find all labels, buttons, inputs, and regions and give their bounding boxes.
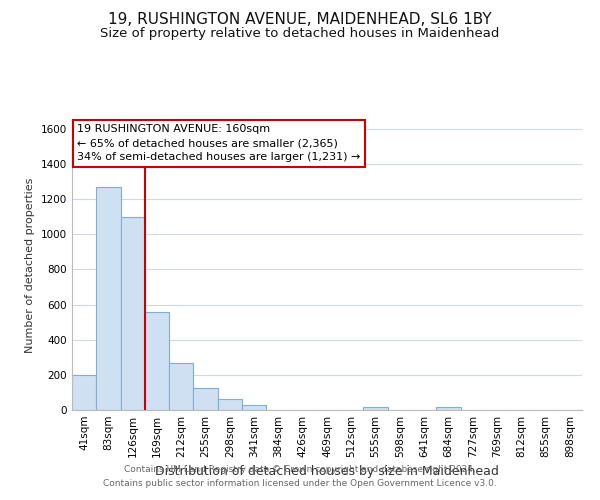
- Bar: [121, 216, 145, 410]
- Text: Contains HM Land Registry data © Crown copyright and database right 2024.
Contai: Contains HM Land Registry data © Crown c…: [103, 466, 497, 487]
- Text: 19, RUSHINGTON AVENUE, MAIDENHEAD, SL6 1BY: 19, RUSHINGTON AVENUE, MAIDENHEAD, SL6 1…: [108, 12, 492, 28]
- Bar: [193, 388, 218, 410]
- Bar: [364, 408, 388, 410]
- Bar: [72, 375, 96, 410]
- Bar: [436, 408, 461, 410]
- Text: Size of property relative to detached houses in Maidenhead: Size of property relative to detached ho…: [100, 28, 500, 40]
- Text: 19 RUSHINGTON AVENUE: 160sqm
← 65% of detached houses are smaller (2,365)
34% of: 19 RUSHINGTON AVENUE: 160sqm ← 65% of de…: [77, 124, 361, 162]
- X-axis label: Distribution of detached houses by size in Maidenhead: Distribution of detached houses by size …: [155, 466, 499, 478]
- Y-axis label: Number of detached properties: Number of detached properties: [25, 178, 35, 352]
- Bar: [169, 362, 193, 410]
- Bar: [242, 404, 266, 410]
- Bar: [145, 312, 169, 410]
- Bar: [96, 187, 121, 410]
- Bar: [218, 400, 242, 410]
